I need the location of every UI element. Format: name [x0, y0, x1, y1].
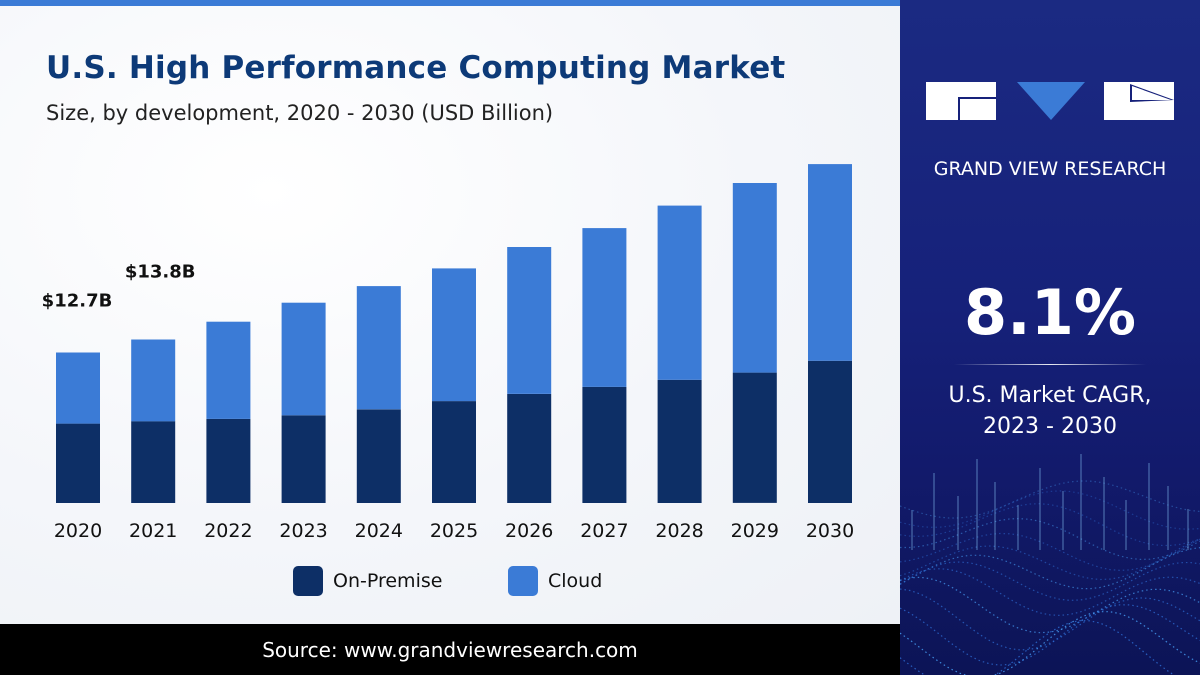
- legend-item-cloud: Cloud: [508, 566, 602, 596]
- wave-line-5: [900, 538, 1200, 581]
- x-tick-label-2025: 2025: [430, 520, 478, 542]
- source-link[interactable]: Source: www.grandviewresearch.com: [262, 637, 638, 662]
- stacked-bar-chart: 2020 2021 2022 2023 2024 2025 2026 2027 2028 2029…: [42, 164, 854, 542]
- legend-item-on-premise: On-Premise: [293, 566, 442, 596]
- cagr-label: U.S. Market CAGR, 2023 - 2030: [900, 380, 1200, 442]
- logo-left-notch: [958, 97, 996, 99]
- wave-line-7: [900, 561, 1200, 602]
- x-tick-label-2029: 2029: [731, 520, 779, 542]
- logo-triangle-icon: [1017, 82, 1085, 120]
- bar-cloud-2020: [56, 352, 100, 424]
- wave-line-8: [900, 568, 1200, 617]
- wave-line-4: [900, 532, 1200, 572]
- bars-layer: [56, 164, 852, 503]
- bar-cloud-2026: [507, 247, 552, 394]
- bar-on-premise-2020: [56, 423, 100, 503]
- bar-cloud-2028: [657, 205, 702, 380]
- bar-on-premise-2025: [432, 401, 476, 503]
- bar-cloud-2024: [356, 286, 401, 410]
- brand-logo: [926, 82, 1174, 120]
- legend-swatch-on-premise: [293, 566, 323, 596]
- bar-on-premise-2030: [808, 360, 852, 503]
- bar-on-premise-2026: [507, 394, 552, 503]
- x-tick-label-2024: 2024: [355, 520, 403, 542]
- cagr-divider: [954, 364, 1146, 365]
- data-label-2020: $12.7B: [42, 291, 113, 312]
- data-label-2021: $13.8B: [125, 262, 196, 283]
- x-tick-label-2021: 2021: [129, 520, 177, 542]
- bar-cloud-2030: [808, 164, 852, 361]
- bar-cloud-2029: [732, 183, 777, 373]
- legend-swatch-cloud: [508, 566, 538, 596]
- legend-label-on-premise: On-Premise: [333, 570, 443, 592]
- x-tick-label-2027: 2027: [580, 520, 628, 542]
- wave-line-0: [900, 480, 1200, 519]
- wave-line-3: [900, 517, 1200, 561]
- bar-cloud-2022: [206, 321, 251, 419]
- logo-left-notch-stem: [958, 97, 960, 120]
- bar-on-premise-2027: [582, 386, 627, 503]
- top-accent-strip: [0, 0, 900, 6]
- bar-cloud-2025: [432, 268, 476, 402]
- cagr-value: 8.1%: [964, 276, 1136, 349]
- wave-line-10: [900, 588, 1200, 651]
- cagr-label-line1: U.S. Market CAGR,: [948, 383, 1152, 408]
- cagr-label-line2: 2023 - 2030: [983, 414, 1117, 439]
- logo-right-notch-inner: [1132, 86, 1171, 100]
- bar-on-premise-2029: [732, 372, 777, 503]
- x-tick-label-2030: 2030: [806, 520, 854, 542]
- logo-left-block: [926, 82, 996, 120]
- x-tick-label-2026: 2026: [505, 520, 553, 542]
- bar-on-premise-2022: [206, 418, 251, 503]
- chart-subtitle: Size, by development, 2020 - 2030 (USD B…: [46, 101, 554, 125]
- x-tick-label-2020: 2020: [54, 520, 102, 542]
- x-axis-ticks: 2020 2021 2022 2023 2024 2025 2026 2027 2028 2029…: [54, 520, 854, 542]
- legend-label-cloud: Cloud: [548, 570, 603, 592]
- wave-line-9: [900, 576, 1200, 634]
- digital-wave-decoration: [900, 454, 1200, 675]
- wave-line-11: [900, 604, 1200, 666]
- bar-cloud-2023: [281, 302, 326, 416]
- chart-title: U.S. High Performance Computing Market: [46, 50, 786, 86]
- wave-line-2: [900, 503, 1200, 547]
- x-tick-label-2023: 2023: [279, 520, 327, 542]
- x-tick-label-2022: 2022: [204, 520, 252, 542]
- bar-on-premise-2028: [657, 379, 702, 503]
- bar-on-premise-2021: [131, 421, 176, 503]
- wave-line-6: [900, 547, 1200, 590]
- side-panel: GRAND VIEW RESEARCH 8.1% U.S. Market CAG…: [900, 0, 1200, 675]
- wave-line-1: [900, 490, 1200, 530]
- x-tick-label-2028: 2028: [655, 520, 703, 542]
- bar-cloud-2027: [582, 228, 627, 387]
- bar-on-premise-2024: [356, 409, 401, 503]
- bar-on-premise-2023: [281, 415, 326, 503]
- data-labels-layer: $12.7B $13.8B: [42, 262, 196, 312]
- source-bar: Source: www.grandviewresearch.com: [0, 624, 900, 675]
- bar-cloud-2021: [131, 339, 176, 422]
- wave-line-13: [900, 619, 1176, 675]
- brand-name: GRAND VIEW RESEARCH: [933, 158, 1167, 180]
